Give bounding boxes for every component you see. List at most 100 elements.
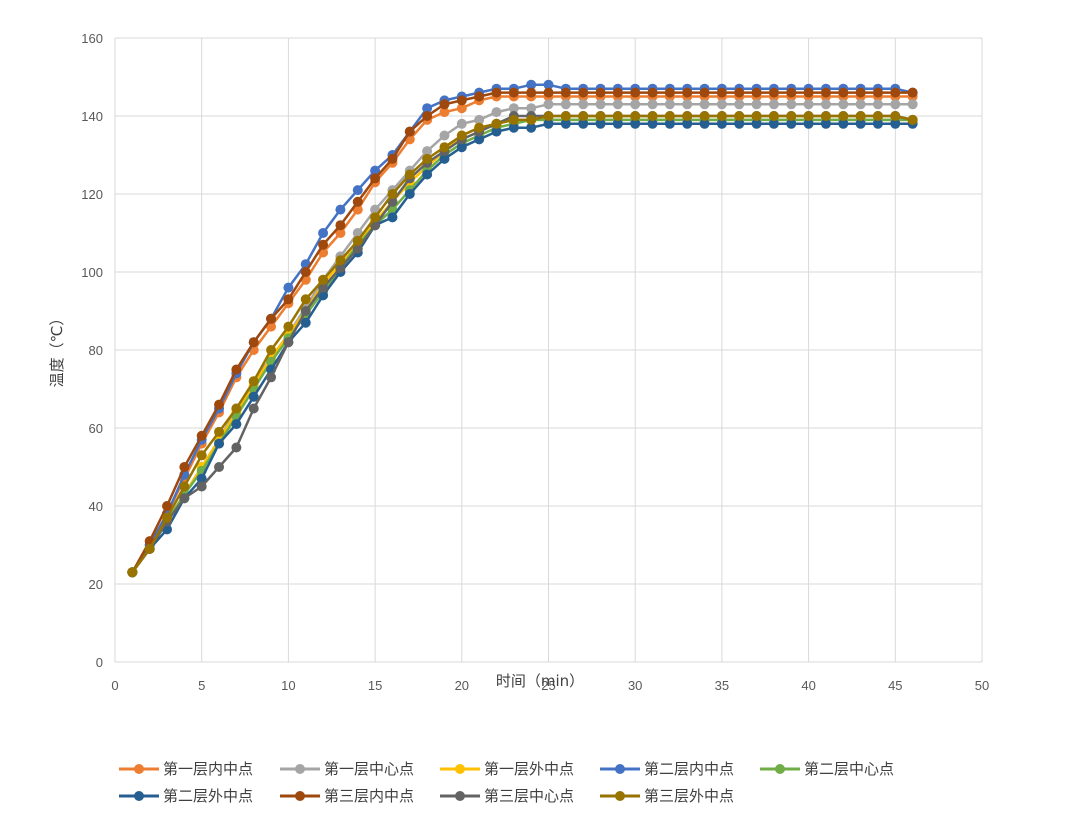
series-4	[127, 79, 918, 578]
data-point	[612, 111, 623, 121]
data-point	[404, 189, 415, 199]
legend-label: 第一层中心点	[324, 760, 414, 778]
data-point	[786, 111, 797, 121]
data-point	[474, 114, 485, 125]
data-point	[820, 118, 831, 129]
data-point	[422, 111, 433, 121]
data-point	[786, 87, 797, 98]
data-point	[907, 99, 918, 110]
y-tick-label: 40	[89, 499, 103, 514]
data-point	[370, 173, 381, 184]
data-point	[196, 473, 207, 484]
data-point	[335, 255, 346, 266]
series-line	[131, 95, 913, 573]
legend-item: 第一层内中点	[119, 760, 253, 778]
y-tick-label: 160	[81, 31, 103, 46]
data-point	[734, 99, 745, 110]
data-point	[283, 282, 294, 293]
data-point	[664, 111, 675, 121]
data-point	[612, 87, 623, 98]
x-tick-label: 30	[628, 678, 642, 693]
x-tick-label: 40	[801, 678, 815, 693]
legend-item: 第三层中心点	[440, 787, 574, 805]
series-6	[127, 118, 918, 578]
x-tick-label: 45	[888, 678, 902, 693]
data-point	[803, 99, 814, 110]
series-8	[127, 111, 918, 578]
data-point	[387, 189, 398, 199]
data-point	[682, 99, 693, 110]
legend-label: 第三层中心点	[484, 787, 574, 805]
data-point	[855, 118, 866, 129]
data-point	[335, 228, 346, 238]
legend-item: 第三层外中点	[600, 787, 734, 805]
data-point	[751, 87, 762, 98]
data-point	[578, 118, 589, 129]
data-point	[370, 212, 381, 223]
data-point	[682, 87, 693, 98]
x-tick-label: 10	[281, 678, 295, 693]
data-point	[716, 111, 727, 121]
data-point	[820, 87, 831, 98]
grid-lines	[114, 37, 983, 663]
data-point	[768, 111, 779, 121]
legend-label: 第三层内中点	[324, 787, 414, 805]
series-1	[127, 91, 918, 578]
data-point	[439, 130, 450, 141]
data-point	[526, 87, 537, 98]
legend-marker	[455, 764, 465, 774]
data-point	[387, 212, 398, 223]
data-point	[751, 111, 762, 121]
data-point	[855, 87, 866, 98]
data-point	[300, 267, 311, 277]
y-tick-label: 120	[81, 187, 103, 202]
data-point	[422, 153, 433, 164]
data-point	[439, 153, 450, 164]
y-tick-label: 140	[81, 109, 103, 124]
data-point	[283, 337, 294, 348]
data-point	[370, 165, 381, 176]
data-point	[283, 321, 294, 332]
data-point	[578, 87, 589, 98]
data-point	[214, 462, 225, 472]
data-point	[456, 118, 467, 129]
data-point	[335, 263, 346, 274]
data-point	[560, 118, 571, 129]
data-point	[716, 99, 727, 110]
legend-label: 第一层内中点	[163, 760, 253, 778]
data-point	[127, 567, 138, 578]
data-point	[699, 87, 710, 98]
data-point	[716, 87, 727, 98]
legend-marker	[134, 791, 144, 801]
data-point	[404, 169, 415, 180]
data-point	[491, 126, 502, 137]
data-point	[508, 122, 519, 133]
x-tick-label: 20	[455, 678, 469, 693]
data-point	[803, 118, 814, 129]
data-point	[214, 399, 225, 410]
data-point	[612, 99, 623, 110]
series-line	[131, 114, 913, 574]
data-point	[890, 118, 901, 129]
data-point	[352, 235, 363, 246]
y-tick-label: 80	[89, 343, 103, 358]
data-point	[699, 99, 710, 110]
data-point	[179, 462, 190, 472]
data-point	[647, 99, 658, 110]
data-point	[335, 204, 346, 215]
data-point	[595, 87, 606, 98]
series-line	[131, 83, 913, 573]
legend-label: 第一层外中点	[484, 760, 574, 778]
data-point	[266, 313, 277, 324]
x-tick-label: 5	[198, 678, 205, 693]
y-tick-label: 100	[81, 265, 103, 280]
series-line	[131, 118, 913, 574]
data-point	[439, 142, 450, 153]
x-tick-label: 50	[975, 678, 989, 693]
data-point	[491, 87, 502, 98]
tick-labels: 0 20 40 60 80 100 120 140 160 0 5 10 15 20 25 30 35 40 45 5…	[81, 31, 989, 693]
data-point	[612, 118, 623, 129]
y-tick-label: 0	[96, 655, 103, 670]
data-point	[474, 91, 485, 102]
